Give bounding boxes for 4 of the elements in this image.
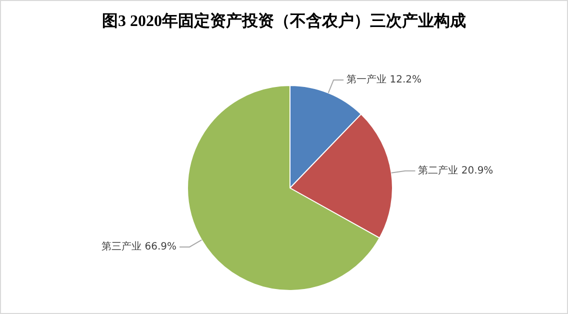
slice-label: 第一产业 12.2% — [346, 74, 422, 86]
chart-title: 图3 2020年固定资产投资（不含农户）三次产业构成 — [101, 11, 467, 32]
slice-label: 第二产业 20.9% — [418, 164, 494, 176]
slice-label: 第三产业 66.9% — [102, 240, 177, 253]
